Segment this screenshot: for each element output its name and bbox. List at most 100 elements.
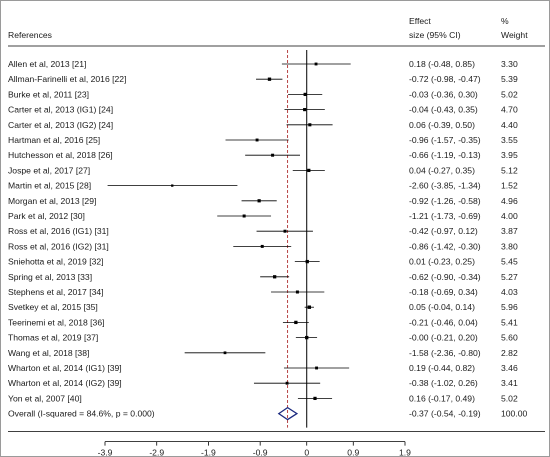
study-label: Yon et al, 2007 [40] [8,393,82,403]
study-weight: 5.12 [501,165,518,175]
study-label: Allman-Farinelli et al, 2016 [22] [8,74,126,84]
point-estimate-marker [313,396,317,401]
study-label: Allen et al, 2013 [21] [8,59,86,69]
header-effect-line1: Effect [409,16,431,26]
study-row: Ross et al, 2016 (IG1) [31] -0.42 (-0.97,… [8,226,518,236]
study-label: Teerinemi et al, 2018 [36] [8,317,105,327]
study-weight: 3.30 [501,59,518,69]
point-estimate-marker [305,335,309,340]
study-row: Martin et al, 2015 [28] -2.60 (-3.85, -1.… [8,181,518,191]
overall-weight: 100.00 [501,409,528,419]
point-estimate-marker [303,92,307,97]
study-weight: 4.40 [501,120,518,130]
study-row: Burke et al, 2011 [23] -0.03 (-0.36, 0.30… [8,89,518,99]
study-weight: 3.55 [501,135,518,145]
study-label: Park et al, 2012 [30] [8,211,85,221]
point-estimate-marker [255,138,259,142]
effect-size-ci: 0.19 (-0.44, 0.82) [409,363,475,373]
study-label: Ross et al, 2016 (IG1) [31] [8,226,109,236]
study-weight: 1.52 [501,181,518,191]
point-estimate-marker [307,168,311,173]
x-tick-label: 1.9 [399,448,411,457]
effect-size-ci: -1.58 (-2.36, -0.80) [409,348,481,358]
effect-size-ci: -0.42 (-0.97, 0.12) [409,226,478,236]
overall-row: Overall (I-squared = 84.6%, p = 0.000) -0… [8,406,528,421]
overall-label: Overall (I-squared = 84.6%, p = 0.000) [8,409,155,419]
study-weight: 5.45 [501,257,518,267]
point-estimate-marker [285,381,289,385]
study-weight: 5.02 [501,393,518,403]
overall-effect-ci: -0.37 (-0.54, -0.19) [409,409,481,419]
point-estimate-marker [307,305,312,309]
study-row: Sniehotta et al, 2019 [32] 0.01 (-0.23, 0… [8,257,518,267]
study-label: Carter et al, 2013 (IG2) [24] [8,120,113,130]
effect-size-ci: -0.38 (-1.02, 0.26) [409,378,478,388]
study-label: Spring et al, 2013 [33] [8,272,92,282]
point-estimate-marker [315,366,318,370]
study-label: Jospe et al, 2017 [27] [8,165,90,175]
study-row: Yon et al, 2007 [40] 0.16 (-0.17, 0.49) 5.… [8,393,518,403]
header-effect-line2: size (95% CI) [409,30,461,40]
point-estimate-marker [308,123,312,127]
point-estimate-marker [295,290,299,294]
study-weight: 5.41 [501,317,518,327]
effect-size-ci: -0.21 (-0.46, 0.04) [409,317,478,327]
header-weight-line1: % [501,16,509,26]
study-row: Svetkey et al, 2015 [35] 0.05 (-0.04, 0.1… [8,302,518,312]
study-weight: 2.82 [501,348,518,358]
study-row: Allen et al, 2013 [21] 0.18 (-0.48, 0.85)… [8,59,518,69]
point-estimate-marker [257,199,261,203]
effect-size-ci: -0.92 (-1.26, -0.58) [409,196,481,206]
point-estimate-marker [303,108,307,112]
point-estimate-marker [314,62,318,66]
effect-size-ci: 0.05 (-0.04, 0.14) [409,302,475,312]
x-axis: -3.9 -2.9 -1.9 -0.9 0 0.9 1.9 [8,431,545,457]
point-estimate-marker [260,244,264,248]
study-label: Hartman et al, 2016 [25] [8,135,100,145]
header-weight-line2: Weight [501,30,528,40]
study-label: Sniehotta et al, 2019 [32] [8,257,104,267]
x-tick-label: 0.9 [347,448,359,457]
study-row: Morgan et al, 2013 [29] -0.92 (-1.26, -0.… [8,196,518,206]
study-row: Allman-Farinelli et al, 2016 [22] -0.72 (… [8,74,518,84]
study-row: Hutchesson et al, 2018 [26] -0.66 (-1.19,… [8,150,518,160]
study-row: Carter et al, 2013 (IG1) [24] -0.04 (-0.4… [8,105,518,115]
study-label: Wang et al, 2018 [38] [8,348,89,358]
x-tick-label: 0 [304,448,309,457]
effect-size-ci: -0.00 (-0.21, 0.20) [409,333,478,343]
x-tick-label: -0.9 [253,448,268,457]
study-weight: 3.87 [501,226,518,236]
study-rows: Allen et al, 2013 [21] 0.18 (-0.48, 0.85)… [8,50,528,428]
study-weight: 3.46 [501,363,518,373]
x-tick-label: -1.9 [201,448,216,457]
effect-size-ci: 0.04 (-0.27, 0.35) [409,165,475,175]
effect-size-ci: -0.86 (-1.42, -0.30) [409,241,481,251]
study-label: Hutchesson et al, 2018 [26] [8,150,113,160]
effect-size-ci: -0.03 (-0.36, 0.30) [409,89,478,99]
study-label: Morgan et al, 2013 [29] [8,196,96,206]
study-label: Carter et al, 2013 (IG1) [24] [8,105,113,115]
overall-diamond [277,406,299,421]
study-row: Wharton et al, 2014 (IG2) [39] -0.38 (-1.… [8,378,518,388]
study-row: Jospe et al, 2017 [27] 0.04 (-0.27, 0.35)… [8,165,518,175]
effect-size-ci: -0.62 (-0.90, -0.34) [409,272,481,282]
x-tick-label: -3.9 [98,448,113,457]
effect-size-ci: -0.66 (-1.19, -0.13) [409,150,481,160]
study-label: Stephens et al, 2017 [34] [8,287,104,297]
study-label: Martin et al, 2015 [28] [8,181,91,191]
study-label: Ross et al, 2016 (IG2) [31] [8,241,109,251]
effect-size-ci: -0.18 (-0.69, 0.34) [409,287,478,297]
study-row: Spring et al, 2013 [33] -0.62 (-0.90, -0.… [8,272,518,282]
study-row: Thomas et al, 2019 [37] -0.00 (-0.21, 0.2… [8,333,518,343]
study-row: Stephens et al, 2017 [34] -0.18 (-0.69, 0… [8,287,518,297]
study-weight: 3.80 [501,241,518,251]
study-row: Teerinemi et al, 2018 [36] -0.21 (-0.46, … [8,317,518,327]
study-weight: 4.96 [501,196,518,206]
study-label: Wharton et al, 2014 (IG2) [39] [8,378,122,388]
study-weight: 4.03 [501,287,518,297]
effect-size-ci: 0.18 (-0.48, 0.85) [409,59,475,69]
study-row: Hartman et al, 2016 [25] -0.96 (-1.57, -0… [8,135,518,145]
study-weight: 5.02 [501,89,518,99]
study-row: Ross et al, 2016 (IG2) [31] -0.86 (-1.42,… [8,241,518,251]
